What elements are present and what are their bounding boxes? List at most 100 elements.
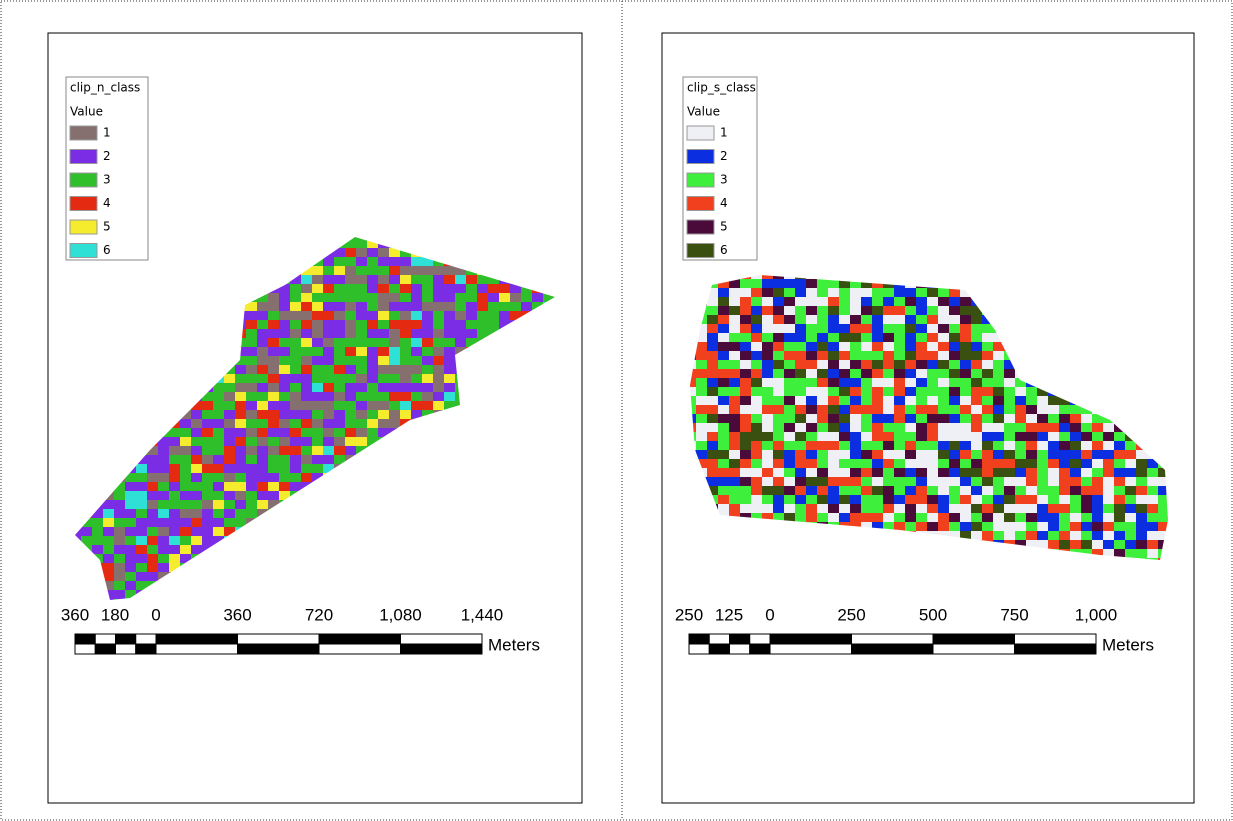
raster-cell bbox=[1114, 297, 1125, 306]
raster-cell bbox=[257, 248, 268, 257]
raster-cell bbox=[114, 311, 125, 320]
raster-cell bbox=[147, 410, 158, 419]
raster-cell bbox=[1070, 432, 1081, 441]
raster-cell bbox=[795, 522, 806, 531]
raster-cell bbox=[422, 329, 433, 338]
raster-cell bbox=[422, 572, 433, 581]
raster-cell bbox=[312, 455, 323, 464]
raster-cell bbox=[883, 531, 894, 540]
raster-cell bbox=[718, 342, 729, 351]
raster-cell bbox=[543, 320, 554, 329]
raster-cell bbox=[70, 482, 81, 491]
raster-cell bbox=[1158, 441, 1169, 450]
raster-cell bbox=[1103, 405, 1114, 414]
raster-cell bbox=[81, 572, 92, 581]
raster-cell bbox=[169, 392, 180, 401]
scale-segment bbox=[933, 644, 1015, 654]
raster-cell bbox=[982, 468, 993, 477]
raster-cell bbox=[960, 495, 971, 504]
scale-segment bbox=[401, 634, 483, 644]
raster-cell bbox=[707, 441, 718, 450]
raster-cell bbox=[202, 563, 213, 572]
raster-cell bbox=[169, 329, 180, 338]
raster-cell bbox=[1125, 396, 1136, 405]
raster-cell bbox=[433, 428, 444, 437]
raster-cell bbox=[378, 419, 389, 428]
raster-cell bbox=[543, 338, 554, 347]
raster-cell bbox=[1026, 441, 1037, 450]
raster-cell bbox=[1092, 369, 1103, 378]
scale-segment bbox=[75, 644, 95, 654]
raster-cell bbox=[543, 536, 554, 545]
raster-cell bbox=[136, 572, 147, 581]
raster-cell bbox=[993, 288, 1004, 297]
raster-cell bbox=[488, 230, 499, 239]
raster-cell bbox=[70, 473, 81, 482]
raster-cell bbox=[136, 410, 147, 419]
raster-cell bbox=[1015, 504, 1026, 513]
raster-cell bbox=[795, 270, 806, 279]
raster-cell bbox=[444, 455, 455, 464]
raster-cell bbox=[224, 365, 235, 374]
raster-cell bbox=[202, 545, 213, 554]
raster-cell bbox=[850, 540, 861, 549]
raster-cell bbox=[477, 230, 488, 239]
raster-cell bbox=[916, 378, 927, 387]
raster-cell bbox=[828, 459, 839, 468]
raster-cell bbox=[268, 491, 279, 500]
raster-cell bbox=[696, 513, 707, 522]
raster-cell bbox=[1037, 405, 1048, 414]
raster-cell bbox=[1114, 288, 1125, 297]
raster-cell bbox=[356, 428, 367, 437]
raster-cell bbox=[466, 419, 477, 428]
raster-cell bbox=[257, 365, 268, 374]
raster-cell bbox=[894, 450, 905, 459]
raster-cell bbox=[268, 275, 279, 284]
raster-cell bbox=[400, 320, 411, 329]
raster-cell bbox=[510, 419, 521, 428]
raster-cell bbox=[696, 387, 707, 396]
raster-cell bbox=[81, 437, 92, 446]
raster-cell bbox=[883, 297, 894, 306]
raster-cell bbox=[114, 527, 125, 536]
legend-label: 5 bbox=[720, 220, 728, 234]
raster-cell bbox=[872, 432, 883, 441]
raster-cell bbox=[334, 266, 345, 275]
raster-cell bbox=[499, 392, 510, 401]
raster-cell bbox=[257, 464, 268, 473]
raster-cell bbox=[92, 419, 103, 428]
raster-cell bbox=[1114, 306, 1125, 315]
raster-cell bbox=[751, 378, 762, 387]
raster-cell bbox=[707, 396, 718, 405]
raster-cell bbox=[982, 414, 993, 423]
raster-cell bbox=[521, 329, 532, 338]
raster-cell bbox=[312, 365, 323, 374]
raster-cell bbox=[543, 401, 554, 410]
scale-segment bbox=[750, 634, 770, 644]
raster-cell bbox=[147, 356, 158, 365]
raster-cell bbox=[718, 540, 729, 549]
raster-cell bbox=[685, 495, 696, 504]
raster-cell bbox=[400, 356, 411, 365]
raster-cell bbox=[795, 477, 806, 486]
raster-cell bbox=[1092, 549, 1103, 558]
raster-cell bbox=[1092, 324, 1103, 333]
raster-cell bbox=[1015, 495, 1026, 504]
raster-cell bbox=[378, 257, 389, 266]
raster-cell bbox=[279, 320, 290, 329]
raster-cell bbox=[1081, 441, 1092, 450]
raster-cell bbox=[455, 590, 466, 599]
raster-cell bbox=[740, 378, 751, 387]
raster-cell bbox=[850, 288, 861, 297]
raster-cell bbox=[235, 392, 246, 401]
raster-cell bbox=[1037, 306, 1048, 315]
raster-cell bbox=[81, 356, 92, 365]
raster-cell bbox=[971, 477, 982, 486]
raster-cell bbox=[356, 356, 367, 365]
raster-cell bbox=[850, 297, 861, 306]
raster-cell bbox=[938, 459, 949, 468]
raster-cell bbox=[114, 500, 125, 509]
raster-cell bbox=[422, 275, 433, 284]
raster-cell bbox=[1125, 279, 1136, 288]
raster-cell bbox=[532, 464, 543, 473]
